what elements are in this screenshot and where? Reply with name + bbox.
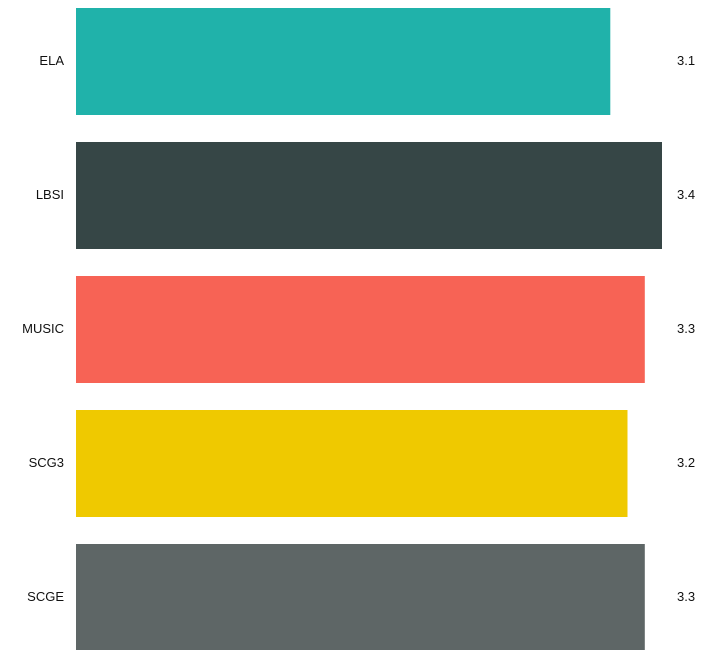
category-label-music: MUSIC xyxy=(22,321,64,336)
bar-music xyxy=(76,276,645,383)
bar-lbsi xyxy=(76,142,662,249)
value-label-ela: 3.1 xyxy=(677,53,695,68)
category-label-scge: SCGE xyxy=(27,589,64,604)
category-label-ela: ELA xyxy=(39,53,64,68)
value-label-lbsi: 3.4 xyxy=(677,187,695,202)
category-label-lbsi: LBSI xyxy=(36,187,64,202)
value-label-scg3: 3.2 xyxy=(677,455,695,470)
bar-ela xyxy=(76,8,611,115)
bar-scge xyxy=(76,544,645,651)
value-label-music: 3.3 xyxy=(677,321,695,336)
value-label-scge: 3.3 xyxy=(677,589,695,604)
category-label-scg3: SCG3 xyxy=(29,455,64,470)
bar-scg3 xyxy=(76,410,628,517)
